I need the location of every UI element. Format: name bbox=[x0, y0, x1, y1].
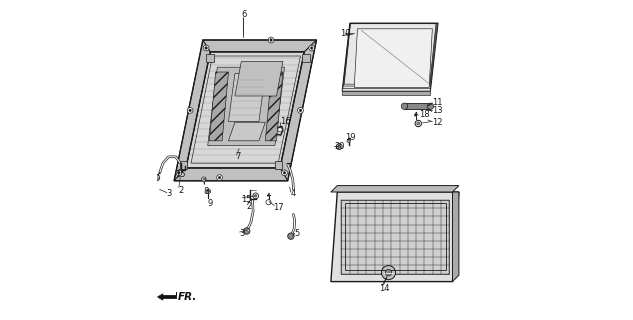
Circle shape bbox=[202, 177, 206, 181]
Text: 12: 12 bbox=[432, 118, 443, 127]
Text: 11: 11 bbox=[432, 98, 443, 107]
Circle shape bbox=[336, 144, 342, 149]
Text: 7: 7 bbox=[235, 152, 241, 161]
Circle shape bbox=[178, 172, 180, 174]
Circle shape bbox=[338, 145, 341, 148]
Polygon shape bbox=[331, 192, 459, 282]
Circle shape bbox=[268, 37, 274, 43]
Polygon shape bbox=[453, 192, 459, 282]
Polygon shape bbox=[342, 23, 438, 91]
Circle shape bbox=[203, 45, 209, 51]
Circle shape bbox=[283, 172, 285, 174]
Polygon shape bbox=[342, 91, 430, 95]
Circle shape bbox=[347, 139, 351, 143]
Circle shape bbox=[208, 190, 210, 192]
Circle shape bbox=[254, 195, 257, 197]
Circle shape bbox=[288, 233, 294, 239]
Polygon shape bbox=[210, 72, 229, 141]
Polygon shape bbox=[331, 186, 459, 192]
Circle shape bbox=[203, 178, 205, 180]
Circle shape bbox=[415, 120, 422, 127]
Circle shape bbox=[187, 108, 193, 113]
Circle shape bbox=[218, 176, 221, 179]
Polygon shape bbox=[354, 29, 432, 87]
Text: 3: 3 bbox=[166, 189, 172, 198]
Text: 3: 3 bbox=[239, 229, 244, 238]
Polygon shape bbox=[206, 54, 214, 62]
Circle shape bbox=[189, 109, 191, 112]
Polygon shape bbox=[341, 200, 449, 274]
Text: 2: 2 bbox=[179, 186, 184, 195]
Polygon shape bbox=[174, 168, 288, 181]
Circle shape bbox=[299, 109, 302, 112]
Circle shape bbox=[270, 39, 272, 41]
Text: 5: 5 bbox=[294, 229, 299, 238]
Polygon shape bbox=[235, 61, 283, 96]
Text: 15: 15 bbox=[175, 170, 185, 179]
Text: 2: 2 bbox=[247, 202, 252, 211]
Text: 8: 8 bbox=[204, 188, 210, 196]
Polygon shape bbox=[275, 161, 282, 169]
Text: 13: 13 bbox=[432, 106, 443, 115]
Text: FR.: FR. bbox=[179, 292, 197, 302]
Polygon shape bbox=[404, 103, 430, 109]
Circle shape bbox=[427, 103, 434, 109]
Polygon shape bbox=[265, 72, 283, 141]
Circle shape bbox=[309, 45, 315, 51]
Circle shape bbox=[205, 47, 208, 49]
Text: 10: 10 bbox=[341, 29, 351, 38]
Polygon shape bbox=[158, 292, 177, 300]
Polygon shape bbox=[208, 67, 284, 146]
Text: 16: 16 bbox=[280, 117, 291, 126]
Circle shape bbox=[382, 266, 396, 280]
Text: 17: 17 bbox=[273, 203, 284, 212]
Text: 9: 9 bbox=[208, 199, 213, 208]
Circle shape bbox=[206, 189, 211, 194]
Circle shape bbox=[244, 228, 250, 234]
Circle shape bbox=[153, 174, 160, 181]
Circle shape bbox=[253, 193, 258, 199]
Circle shape bbox=[401, 103, 408, 109]
Polygon shape bbox=[203, 40, 316, 52]
Circle shape bbox=[282, 170, 287, 176]
Polygon shape bbox=[280, 40, 316, 181]
Circle shape bbox=[266, 200, 271, 205]
Text: 15: 15 bbox=[241, 195, 252, 204]
Circle shape bbox=[310, 47, 313, 49]
Text: 20: 20 bbox=[334, 142, 344, 151]
Circle shape bbox=[385, 269, 392, 276]
Text: 4: 4 bbox=[291, 189, 296, 198]
Circle shape bbox=[278, 127, 282, 132]
Polygon shape bbox=[180, 161, 187, 169]
Text: 6: 6 bbox=[241, 10, 247, 19]
Circle shape bbox=[417, 122, 420, 125]
Polygon shape bbox=[186, 52, 304, 168]
Text: 14: 14 bbox=[379, 284, 389, 293]
Circle shape bbox=[176, 170, 182, 176]
Circle shape bbox=[298, 108, 303, 113]
Polygon shape bbox=[302, 54, 310, 62]
Circle shape bbox=[216, 175, 222, 180]
Polygon shape bbox=[229, 74, 265, 122]
Text: 19: 19 bbox=[344, 133, 355, 142]
Polygon shape bbox=[174, 40, 210, 181]
Text: 18: 18 bbox=[419, 110, 430, 119]
Polygon shape bbox=[229, 122, 265, 141]
